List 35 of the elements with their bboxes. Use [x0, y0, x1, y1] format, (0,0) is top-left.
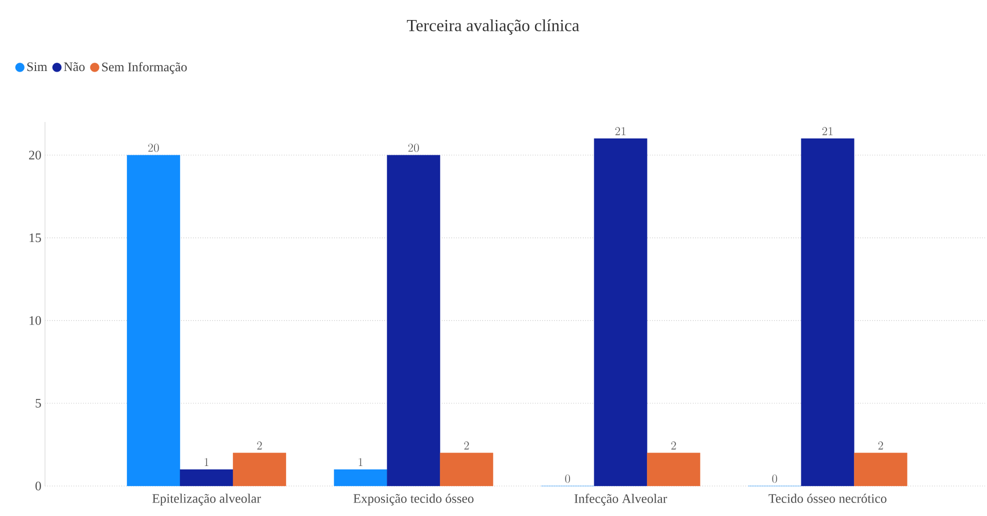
- x-tick-label: Epitelização alveolar: [152, 494, 261, 506]
- y-tick-label: 15: [30, 233, 41, 242]
- bar: [854, 452, 908, 486]
- bar: [647, 452, 700, 486]
- y-tick-label: 10: [30, 316, 41, 325]
- bar: [801, 138, 854, 486]
- data-label: 2: [257, 442, 262, 450]
- x-tick-label: Exposição tecido ósseo: [354, 494, 474, 506]
- legend-label: Sem Informação: [102, 62, 187, 74]
- bar: [386, 154, 440, 486]
- data-label: 2: [878, 442, 883, 450]
- data-label: 1: [358, 458, 363, 466]
- data-label: 1: [204, 458, 208, 466]
- data-label: 2: [671, 442, 676, 450]
- legend-label: Não: [64, 62, 85, 72]
- bar: [180, 469, 234, 486]
- data-label: 20: [408, 144, 419, 152]
- bar: [126, 154, 180, 486]
- y-tick-label: 5: [36, 398, 41, 408]
- data-label: 0: [565, 474, 570, 483]
- bar: [440, 452, 494, 486]
- legend-label: Sim: [27, 62, 48, 72]
- data-label: 20: [148, 144, 159, 152]
- bar: [232, 452, 286, 486]
- data-label: 21: [615, 127, 626, 136]
- data-label: 0: [772, 474, 778, 483]
- y-tick-label: 0: [36, 482, 41, 490]
- data-label: 21: [822, 127, 833, 136]
- x-tick-label: Tecido ósseo necrótico: [768, 494, 886, 503]
- bar: [334, 469, 388, 486]
- x-tick-label: Infecção Alveolar: [574, 494, 668, 506]
- y-tick-label: 20: [29, 150, 41, 160]
- chart-title: Terceira avaliação clínica: [406, 19, 580, 35]
- bar: [594, 138, 648, 486]
- data-label: 2: [464, 442, 469, 450]
